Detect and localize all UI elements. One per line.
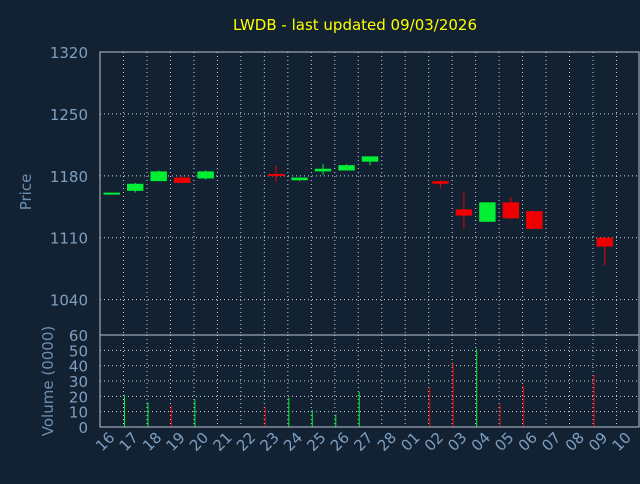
day-axis-title: Day (334, 460, 362, 476)
chart-title: LWDB - last updated 09/03/2026 (233, 16, 477, 34)
candle-body (361, 156, 379, 162)
volume-tick-label: 30 (69, 373, 88, 391)
volume-tick-label: 20 (69, 388, 88, 406)
candle-body (338, 165, 355, 171)
candle-body (314, 168, 332, 172)
price-tick-label: 1040 (50, 292, 88, 310)
candle-body (455, 209, 473, 216)
price-tick-label: 1320 (50, 44, 88, 62)
price-panel: 1320 1250 1180 1110 1040 (50, 44, 640, 336)
volume-frame (99, 334, 640, 428)
price-tick-label: 1110 (50, 230, 88, 248)
volume-tick-label: 10 (69, 404, 88, 422)
candle-body (502, 202, 520, 219)
price-tick-label: 1180 (50, 168, 88, 186)
candle-body (150, 171, 167, 182)
volume-tick-label: 40 (69, 358, 88, 376)
day-axis: 1617181920212223242526272801020304050607… (92, 429, 635, 455)
candle-body (127, 183, 144, 191)
candle-body (596, 237, 613, 247)
volume-axis-title: Volume (0000) (39, 326, 57, 436)
volume-tick-label: 0 (78, 419, 88, 437)
candle-body (479, 202, 496, 222)
candle-body (432, 181, 449, 184)
volume-tick-label: 50 (69, 342, 88, 360)
candle-body (103, 192, 120, 195)
volume-tick-label: 60 (69, 327, 88, 345)
candle-body (173, 177, 191, 183)
candle-body (291, 177, 308, 181)
candle-body (267, 174, 285, 177)
candle-body (197, 171, 214, 179)
candle-body (526, 211, 543, 229)
price-tick-label: 1250 (50, 106, 88, 124)
price-axis-title: Price (17, 174, 35, 211)
